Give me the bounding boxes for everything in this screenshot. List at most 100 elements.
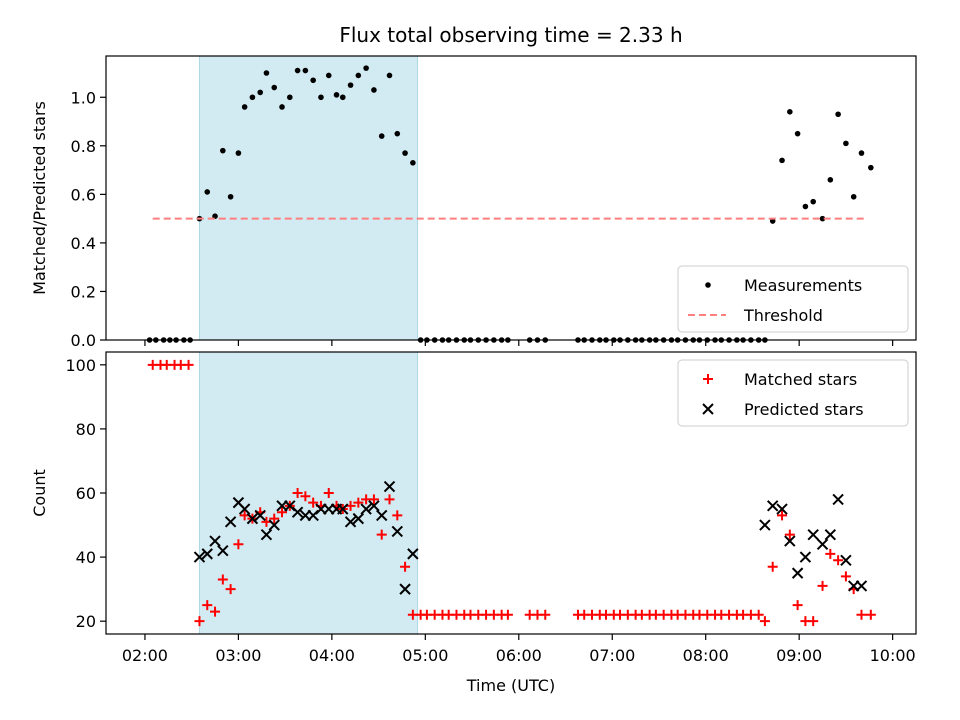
y-tick-label: 80: [76, 420, 96, 439]
data-point: [769, 218, 776, 224]
data-point: [824, 528, 837, 541]
data-point: [402, 150, 408, 156]
data-point: [363, 65, 369, 71]
data-point: [217, 544, 229, 557]
data-point: [347, 82, 354, 88]
data-point: [759, 616, 770, 627]
data-point: [816, 538, 829, 550]
data-point: [833, 555, 844, 566]
legend-box: [677, 359, 909, 427]
data-point: [249, 94, 256, 101]
data-point: [807, 528, 819, 541]
data-point: [360, 503, 372, 515]
data-point: [194, 616, 205, 627]
y-tick-label: 60: [76, 484, 96, 503]
y-tick-label: 0.8: [71, 137, 96, 156]
data-point: [269, 513, 280, 524]
data-point: [353, 497, 364, 508]
panel-count: 20 40 60 80 100 02:00 03:00 04:00 05:00 06:00 07:0…: [30, 351, 917, 665]
data-point: [868, 164, 874, 171]
data-point: [279, 104, 285, 110]
data-point: [233, 539, 244, 550]
data-point: [268, 519, 280, 531]
data-point: [407, 548, 419, 560]
data-point: [383, 480, 396, 493]
observing-interval-shade: [198, 351, 419, 635]
data-point: [271, 84, 278, 91]
x-tick-label: 07:00: [589, 646, 635, 665]
data-point: [371, 87, 377, 93]
x-tick-label: 08:00: [683, 646, 729, 665]
data-point: [784, 535, 796, 547]
x-tick-label: 09:00: [776, 646, 822, 665]
y-tick-label: 0.2: [71, 282, 96, 301]
y-axis-label: Count: [30, 469, 49, 517]
data-point: [784, 529, 795, 540]
data-point: [850, 193, 857, 200]
data-point: [840, 554, 852, 567]
legend-label: Measurements: [744, 276, 862, 295]
y-tick-label: 40: [76, 548, 96, 567]
data-point: [759, 519, 771, 531]
data-point: [339, 94, 346, 101]
x-tick-label: 02:00: [122, 646, 168, 665]
data-point: [399, 583, 411, 595]
data-point: [502, 609, 513, 620]
data-point: [376, 509, 388, 522]
data-point: [819, 215, 826, 222]
series-predicted-stars: [193, 480, 868, 595]
data-point: [183, 359, 194, 370]
data-point: [323, 488, 334, 498]
data-point: [241, 104, 248, 110]
y-tick-label: 0.0: [71, 331, 96, 350]
data-point: [858, 150, 865, 156]
legend-label: Predicted stars: [744, 400, 864, 419]
data-point: [294, 67, 301, 74]
legend: Measurements Threshold: [677, 265, 909, 333]
data-point: [802, 203, 809, 210]
data-point: [235, 150, 242, 156]
data-point: [202, 600, 213, 611]
data-point: [287, 94, 293, 101]
series-matched-stars: [147, 359, 876, 627]
x-tick-label: 05:00: [402, 646, 448, 665]
data-point: [386, 72, 393, 79]
data-point: [767, 561, 778, 572]
data-point: [277, 507, 288, 518]
data-point: [825, 548, 836, 559]
chart-title: Flux total observing time = 2.33 h: [339, 23, 682, 47]
data-point: [212, 213, 218, 220]
data-point: [344, 516, 357, 528]
data-point: [766, 500, 779, 512]
data-point: [376, 529, 387, 540]
data-point: [794, 130, 801, 137]
data-point: [246, 512, 259, 525]
data-point: [378, 133, 385, 139]
data-point: [384, 494, 395, 505]
data-point: [855, 580, 868, 592]
data-point: [210, 606, 221, 617]
data-point: [201, 548, 213, 560]
x-tick-label: 10:00: [870, 646, 916, 665]
data-point: [808, 616, 819, 627]
legend-swatch: [702, 403, 714, 415]
data-point: [217, 574, 228, 585]
data-point: [257, 89, 264, 96]
data-point: [302, 67, 309, 74]
data-point: [209, 535, 221, 547]
data-point: [827, 176, 834, 183]
data-point: [792, 600, 803, 611]
data-point: [220, 147, 226, 154]
data-point: [300, 491, 311, 502]
data-point: [787, 109, 793, 115]
legend-box: [677, 265, 909, 333]
data-point: [355, 72, 362, 79]
data-point: [263, 70, 270, 76]
data-point: [410, 160, 416, 166]
data-point: [791, 567, 804, 579]
observing-interval-shade: [198, 55, 419, 341]
y-tick-label: 100: [65, 356, 96, 375]
data-point: [540, 609, 551, 620]
panel-ratio: 0.0 0.2 0.4 0.6 0.8 1.0 Matched/Predicted star…: [30, 55, 917, 350]
